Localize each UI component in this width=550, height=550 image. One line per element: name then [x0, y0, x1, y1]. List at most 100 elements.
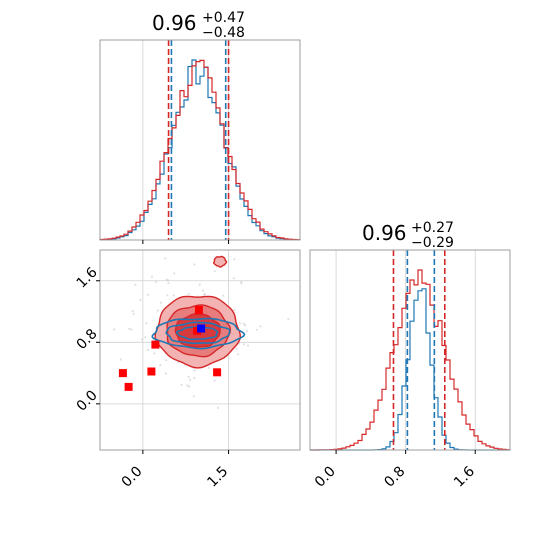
scatter-point — [188, 378, 192, 381]
scatter-point — [166, 294, 169, 297]
red-marker-3 — [151, 340, 160, 349]
scatter-point — [192, 395, 195, 398]
scatter-point — [193, 369, 196, 372]
scatter-point — [187, 375, 190, 378]
joint-markers — [118, 306, 222, 391]
hist-y-frame — [309, 249, 511, 451]
scatter-point — [141, 338, 144, 341]
scatter-point — [113, 328, 116, 331]
scatter-point — [222, 294, 225, 297]
scatter-point — [213, 270, 216, 273]
scatter-point — [172, 294, 175, 297]
scatter-point — [233, 258, 236, 261]
scatter-point — [237, 353, 240, 356]
scatter-point — [245, 330, 248, 333]
scatter-point — [159, 301, 163, 304]
scatter-point — [246, 344, 250, 347]
scatter-point — [131, 310, 134, 313]
scatter-point — [159, 363, 162, 367]
scatter-point — [207, 366, 210, 369]
scatter-point — [132, 312, 135, 315]
blue-contour-level-0 — [151, 317, 246, 350]
hist-y-title-lower: −0.29 — [411, 235, 454, 251]
scatter-point — [156, 309, 159, 312]
blue-contour-level-2 — [175, 325, 219, 341]
hist-y-grid — [335, 250, 476, 450]
scatter-point — [164, 372, 168, 375]
blue-marker — [197, 324, 206, 333]
scatter-point — [153, 352, 156, 355]
red-marker-2 — [147, 367, 156, 376]
red-marker-0 — [118, 369, 127, 378]
hist-x-ticks — [142, 240, 230, 244]
joint-ytick-label-1: 0.8 — [74, 326, 101, 353]
scatter-point — [180, 383, 183, 386]
scatter-point — [165, 359, 168, 362]
hist-x-step-series-0 — [99, 59, 301, 241]
hist-y-title-upper: +0.27 — [411, 220, 454, 236]
joint-ytick-label-2: 1.6 — [74, 264, 101, 291]
joint-xtick-label-1: 1.5 — [204, 464, 231, 491]
hist-x-title-upper: +0.47 — [202, 10, 245, 26]
scatter-point — [130, 328, 133, 331]
joint-panel: 0.0 1.5 0.0 0.8 1.6 — [74, 249, 301, 491]
scatter-point — [201, 289, 205, 292]
scatter-point — [165, 278, 168, 281]
scatter-point — [147, 348, 150, 351]
scatter-point — [198, 283, 201, 286]
scatter-point — [238, 322, 242, 325]
scatter-point — [186, 384, 189, 387]
scatter-point — [145, 322, 148, 325]
scatter-point — [243, 343, 246, 346]
scatter-point — [128, 327, 131, 330]
scatter-point — [139, 298, 142, 301]
scatter-point — [232, 277, 235, 280]
red-marker-1 — [124, 382, 133, 391]
scatter-point — [256, 328, 259, 331]
hist-x-frame — [99, 39, 301, 241]
scatter-point — [144, 336, 147, 339]
hist-x-title-value: 0.96 — [152, 11, 197, 35]
hist-y-xtick-label-2: 1.6 — [451, 463, 478, 490]
hist-y-ticks: 0.0 0.8 1.6 — [312, 450, 478, 491]
scatter-point — [240, 281, 243, 284]
scatter-point — [287, 317, 290, 321]
scatter-point — [244, 324, 247, 327]
scatter-point — [235, 347, 238, 350]
scatter-point — [213, 379, 216, 382]
scatter-point — [155, 281, 158, 284]
scatter-point — [147, 293, 150, 296]
scatter-point — [193, 263, 196, 266]
joint-ytick-label-0: 0.0 — [74, 387, 101, 414]
scatter-point — [233, 308, 236, 312]
joint-xtick-label-0: 0.0 — [119, 464, 146, 491]
hist-x-grid — [142, 40, 229, 240]
hist-x-quantile-lines — [167, 40, 230, 240]
hist-y-title-value: 0.96 — [362, 221, 407, 245]
hist-y-quantile-lines — [392, 250, 446, 450]
hist-y-xtick-label-1: 0.8 — [381, 464, 408, 491]
hist-y-step-series-0 — [310, 288, 510, 451]
joint-blue-contours — [151, 317, 246, 350]
scatter-point — [187, 292, 190, 296]
hist-y-xtick-label-0: 0.0 — [312, 464, 339, 491]
red-marker-5 — [194, 306, 203, 314]
red-marker-6 — [213, 368, 222, 377]
red-contour-island — [212, 255, 228, 268]
blue-contour-level-1 — [165, 321, 231, 345]
scatter-point — [216, 406, 220, 409]
scatter-point — [188, 385, 191, 388]
hist-y-panel: 0.0 0.8 1.6 0.96 +0.27 −0.29 — [309, 220, 511, 491]
scatter-point — [173, 272, 176, 275]
scatter-point — [203, 293, 206, 296]
scatter-point — [164, 257, 167, 260]
scatter-point — [242, 322, 245, 325]
scatter-point — [119, 358, 122, 361]
scatter-point — [134, 283, 137, 286]
hist-x-title-lower: −0.48 — [202, 25, 245, 41]
hist-y-step-series-1 — [310, 269, 511, 451]
scatter-point — [150, 275, 153, 278]
scatter-point — [167, 282, 170, 285]
hist-x-panel: 0.96 +0.47 −0.48 — [99, 10, 301, 244]
